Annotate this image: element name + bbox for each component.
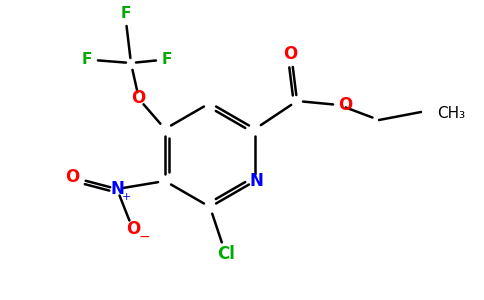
Text: +: + xyxy=(122,192,132,202)
Text: O: O xyxy=(283,45,297,63)
Text: O: O xyxy=(131,89,145,107)
Text: Cl: Cl xyxy=(217,245,235,263)
Text: F: F xyxy=(121,7,131,22)
Text: O: O xyxy=(65,168,79,186)
Text: O: O xyxy=(126,220,140,238)
Text: F: F xyxy=(162,52,172,68)
Text: CH₃: CH₃ xyxy=(437,106,465,122)
Text: O: O xyxy=(338,96,352,114)
Text: N: N xyxy=(249,172,263,190)
Text: −: − xyxy=(138,230,150,244)
Text: F: F xyxy=(82,52,92,68)
Text: N: N xyxy=(110,180,124,198)
